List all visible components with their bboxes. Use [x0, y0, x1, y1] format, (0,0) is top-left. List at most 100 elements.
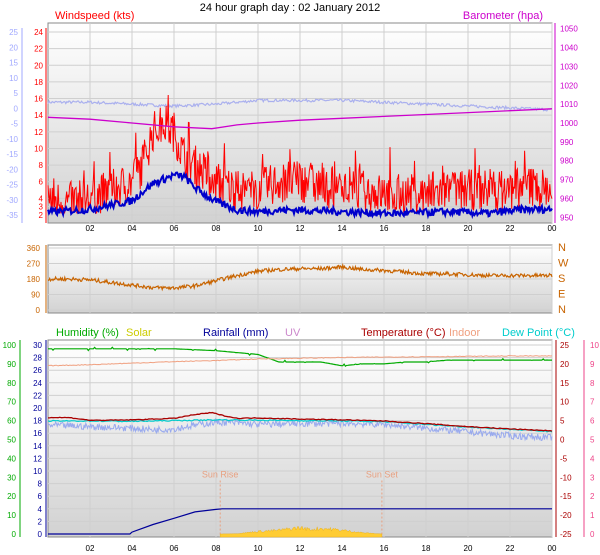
p1-left-tick-16: 16 [34, 95, 43, 104]
p1-right-tick-990: 990 [560, 138, 574, 147]
p1-x-tick-12: 12 [296, 224, 305, 233]
p1-left-tick-2: 2 [39, 211, 44, 220]
p3-humidity-tick-0: 0 [12, 530, 17, 539]
p3-apparent-temp-line [47, 417, 553, 442]
indoor-label: Indoor [449, 327, 481, 339]
p3-x-tick-02: 02 [86, 544, 95, 553]
p3-temp-tick-25: 25 [560, 341, 569, 350]
p1-left-tick-14: 14 [34, 111, 43, 120]
p2-left-tick-270: 270 [27, 260, 41, 269]
p1-left-tick-10: 10 [34, 144, 43, 153]
p1-left-tick-4: 4 [39, 194, 44, 203]
p2-left-tick-0: 0 [36, 306, 41, 315]
p3-temp-tick-20: 20 [560, 360, 569, 369]
p1-x-tick-16: 16 [380, 224, 389, 233]
p1-leftmost-tick-25: 25 [9, 28, 18, 37]
p3-x-tick-04: 04 [128, 544, 137, 553]
p3-uv-tick-0: 0 [590, 530, 595, 539]
wind-barometer-panel: 234 6 8 10 12 14 16 18 20 22 24 -35 -30 -25 -20 -15 -10 -… [6, 22, 578, 233]
p3-humidity-tick-70: 70 [7, 398, 16, 407]
p1-x-tick-20: 20 [464, 224, 473, 233]
p1-left-tick-24: 24 [34, 28, 43, 37]
rainfall-label: Rainfall (mm) [203, 327, 268, 339]
p3-rain-line [48, 508, 552, 535]
p3-rain-tick-6: 6 [38, 492, 43, 501]
p3-uv-tick-7: 7 [590, 398, 595, 407]
humidity-label: Humidity (%) [56, 327, 119, 339]
p3-rain-tick-30: 30 [33, 341, 42, 350]
p3-x-tick-10: 10 [254, 544, 263, 553]
p1-leftmost-tick-0: 0 [14, 104, 19, 113]
p1-x-tick-04: 04 [128, 224, 137, 233]
p3-uv-tick-10: 10 [590, 341, 599, 350]
p3-temp-tick--15: -15 [560, 492, 572, 501]
p3-x-tick-00: 00 [548, 544, 557, 553]
p3-humidity-tick-30: 30 [7, 473, 16, 482]
p1-right-tick-1040: 1040 [560, 44, 578, 53]
p3-uv-tick-1: 1 [590, 511, 595, 520]
p3-humidity-tick-10: 10 [7, 511, 16, 520]
p3-uv-tick-4: 4 [590, 454, 595, 463]
p2-compass-0: N [558, 304, 566, 316]
p3-rain-tick-10: 10 [33, 467, 42, 476]
p3-temp-tick-0: 0 [560, 436, 565, 445]
p3-x-tick-16: 16 [380, 544, 389, 553]
p1-x-tick-02: 02 [86, 224, 95, 233]
p1-right-tick-1000: 1000 [560, 119, 578, 128]
p1-leftmost-tick--15: -15 [6, 150, 18, 159]
p2-compass-1: E [558, 289, 565, 301]
p2-compass-3: W [558, 258, 569, 270]
p3-rain-tick-28: 28 [33, 354, 42, 363]
p3-humidity-tick-80: 80 [7, 379, 16, 388]
p3-temp-tick-10: 10 [560, 398, 569, 407]
p1-leftmost-tick--10: -10 [6, 135, 18, 144]
p1-gust-line [47, 94, 553, 214]
p3-humidity-tick-20: 20 [7, 492, 16, 501]
p1-baro-light-line [47, 97, 553, 112]
p1-right-tick-980: 980 [560, 157, 574, 166]
p3-temp-tick-5: 5 [560, 417, 565, 426]
p3-x-tick-08: 08 [212, 544, 221, 553]
uv-label: UV [285, 327, 301, 339]
p1-left-tick-22: 22 [34, 45, 43, 54]
p3-rain-tick-26: 26 [33, 366, 42, 375]
p1-leftmost-tick-15: 15 [9, 59, 18, 68]
p1-leftmost-tick-10: 10 [9, 74, 18, 83]
p3-rain-tick-22: 22 [33, 391, 42, 400]
p3-x-tick-18: 18 [422, 544, 431, 553]
p1-left-tick-12: 12 [34, 128, 43, 137]
p3-indoor-line [47, 355, 553, 367]
p3-temp-tick-15: 15 [560, 379, 569, 388]
p1-leftmost-tick-5: 5 [14, 89, 19, 98]
p3-humidity-tick-100: 100 [3, 341, 17, 350]
p3-x-tick-14: 14 [338, 544, 347, 553]
p3-rain-tick-14: 14 [33, 442, 42, 451]
p3-uv-tick-2: 2 [590, 492, 595, 501]
p3-uv-tick-5: 5 [590, 436, 595, 445]
p3-humidity-tick-90: 90 [7, 360, 16, 369]
p1-left-tick-18: 18 [34, 78, 43, 87]
p3-humidity-tick-50: 50 [7, 436, 16, 445]
p3-x-tick-22: 22 [506, 544, 515, 553]
p1-x-tick-14: 14 [338, 224, 347, 233]
p1-x-tick-10: 10 [254, 224, 263, 233]
p1-x-tick-22: 22 [506, 224, 515, 233]
p1-left-tick-6: 6 [39, 178, 44, 187]
p3-temp-tick--20: -20 [560, 511, 572, 520]
p2-left-tick-90: 90 [31, 291, 40, 300]
weather-panel: 0102030405060708090100024681012141618202… [3, 339, 599, 553]
p1-right-tick-1050: 1050 [560, 25, 578, 34]
barometer-axis-title: Barometer (hpa) [463, 10, 543, 22]
p2-compass-4: N [558, 242, 566, 254]
p3-sunrise-label: Sun Rise [202, 469, 239, 479]
temperature-label: Temperature (°C) [361, 327, 445, 339]
page-title: 24 hour graph day : 02 January 2012 [200, 2, 380, 14]
p1-x-tick-00: 00 [548, 224, 557, 233]
p1-leftmost-tick--20: -20 [6, 165, 18, 174]
p1-right-tick-970: 970 [560, 176, 574, 185]
p2-left-tick-360: 360 [27, 244, 41, 253]
p3-rain-tick-24: 24 [33, 379, 42, 388]
p1-x-tick-18: 18 [422, 224, 431, 233]
